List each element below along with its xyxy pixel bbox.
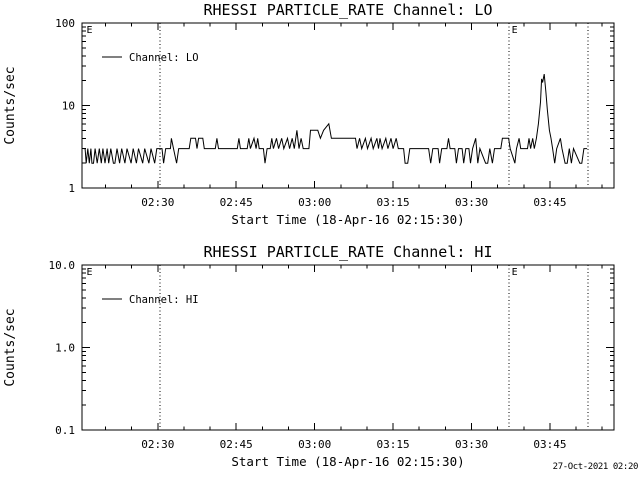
y-tick-label: 10 <box>62 100 75 113</box>
x-axis-title: Start Time (18-Apr-16 02:15:30) <box>231 212 464 227</box>
plot-frame <box>81 264 615 431</box>
x-tick-label: 03:00 <box>298 196 331 209</box>
y-tick-label: 10.0 <box>49 259 76 272</box>
axes: 02:30 02:45 03:00 03:15 03:30 03:45 10.0 1.0 0.1 <box>49 259 614 451</box>
x-tick-label: 03:30 <box>455 196 488 209</box>
eclipse-marker-label: E <box>512 267 518 278</box>
chart-title: RHESSI PARTICLE_RATE Channel: HI <box>204 243 493 261</box>
y-tick-label: 1 <box>68 182 75 195</box>
x-tick-label: 02:30 <box>141 196 174 209</box>
x-tick-label: 03:15 <box>377 438 410 451</box>
y-tick-label: 0.1 <box>55 424 75 437</box>
legend-label: Channel: HI <box>129 294 199 306</box>
chart-hi: 02:30 02:45 03:00 03:15 03:30 03:45 10.0 1.0 0.1… <box>3 243 615 469</box>
x-tick-label: 03:00 <box>298 438 331 451</box>
axes: 02:30 02:45 03:00 03:15 03:30 03:45 100 10 1 <box>55 17 614 209</box>
x-tick-label: 02:45 <box>220 196 253 209</box>
x-tick-label: 03:15 <box>377 196 410 209</box>
eclipse-marker-label: E <box>512 25 518 36</box>
y-tick-label: 100 <box>55 17 75 30</box>
eclipse-marker-label: E <box>86 267 92 278</box>
data-trace <box>83 74 588 164</box>
legend: Channel: HI <box>102 294 199 306</box>
x-tick-label: 03:45 <box>533 196 566 209</box>
x-tick-label: 02:30 <box>141 438 174 451</box>
chart-title: RHESSI PARTICLE_RATE Channel: LO <box>204 1 493 19</box>
x-tick-label: 03:30 <box>455 438 488 451</box>
eclipse-marker-label: E <box>86 25 92 36</box>
x-tick-label: 03:45 <box>533 438 566 451</box>
y-axis-title: Counts/sec <box>3 308 18 386</box>
x-axis-title: Start Time (18-Apr-16 02:15:30) <box>231 454 464 469</box>
chart-lo: 02:30 02:45 03:00 03:15 03:30 03:45 100 10 1 E E Ch… <box>3 1 615 227</box>
y-axis-title: Counts/sec <box>3 66 18 144</box>
plot-frame <box>81 22 615 189</box>
legend-label: Channel: LO <box>129 52 199 64</box>
x-tick-label: 02:45 <box>220 438 253 451</box>
y-tick-label: 1.0 <box>55 342 75 355</box>
plot-timestamp: 27-Oct-2021 02:20 <box>552 462 639 472</box>
legend: Channel: LO <box>102 52 199 64</box>
